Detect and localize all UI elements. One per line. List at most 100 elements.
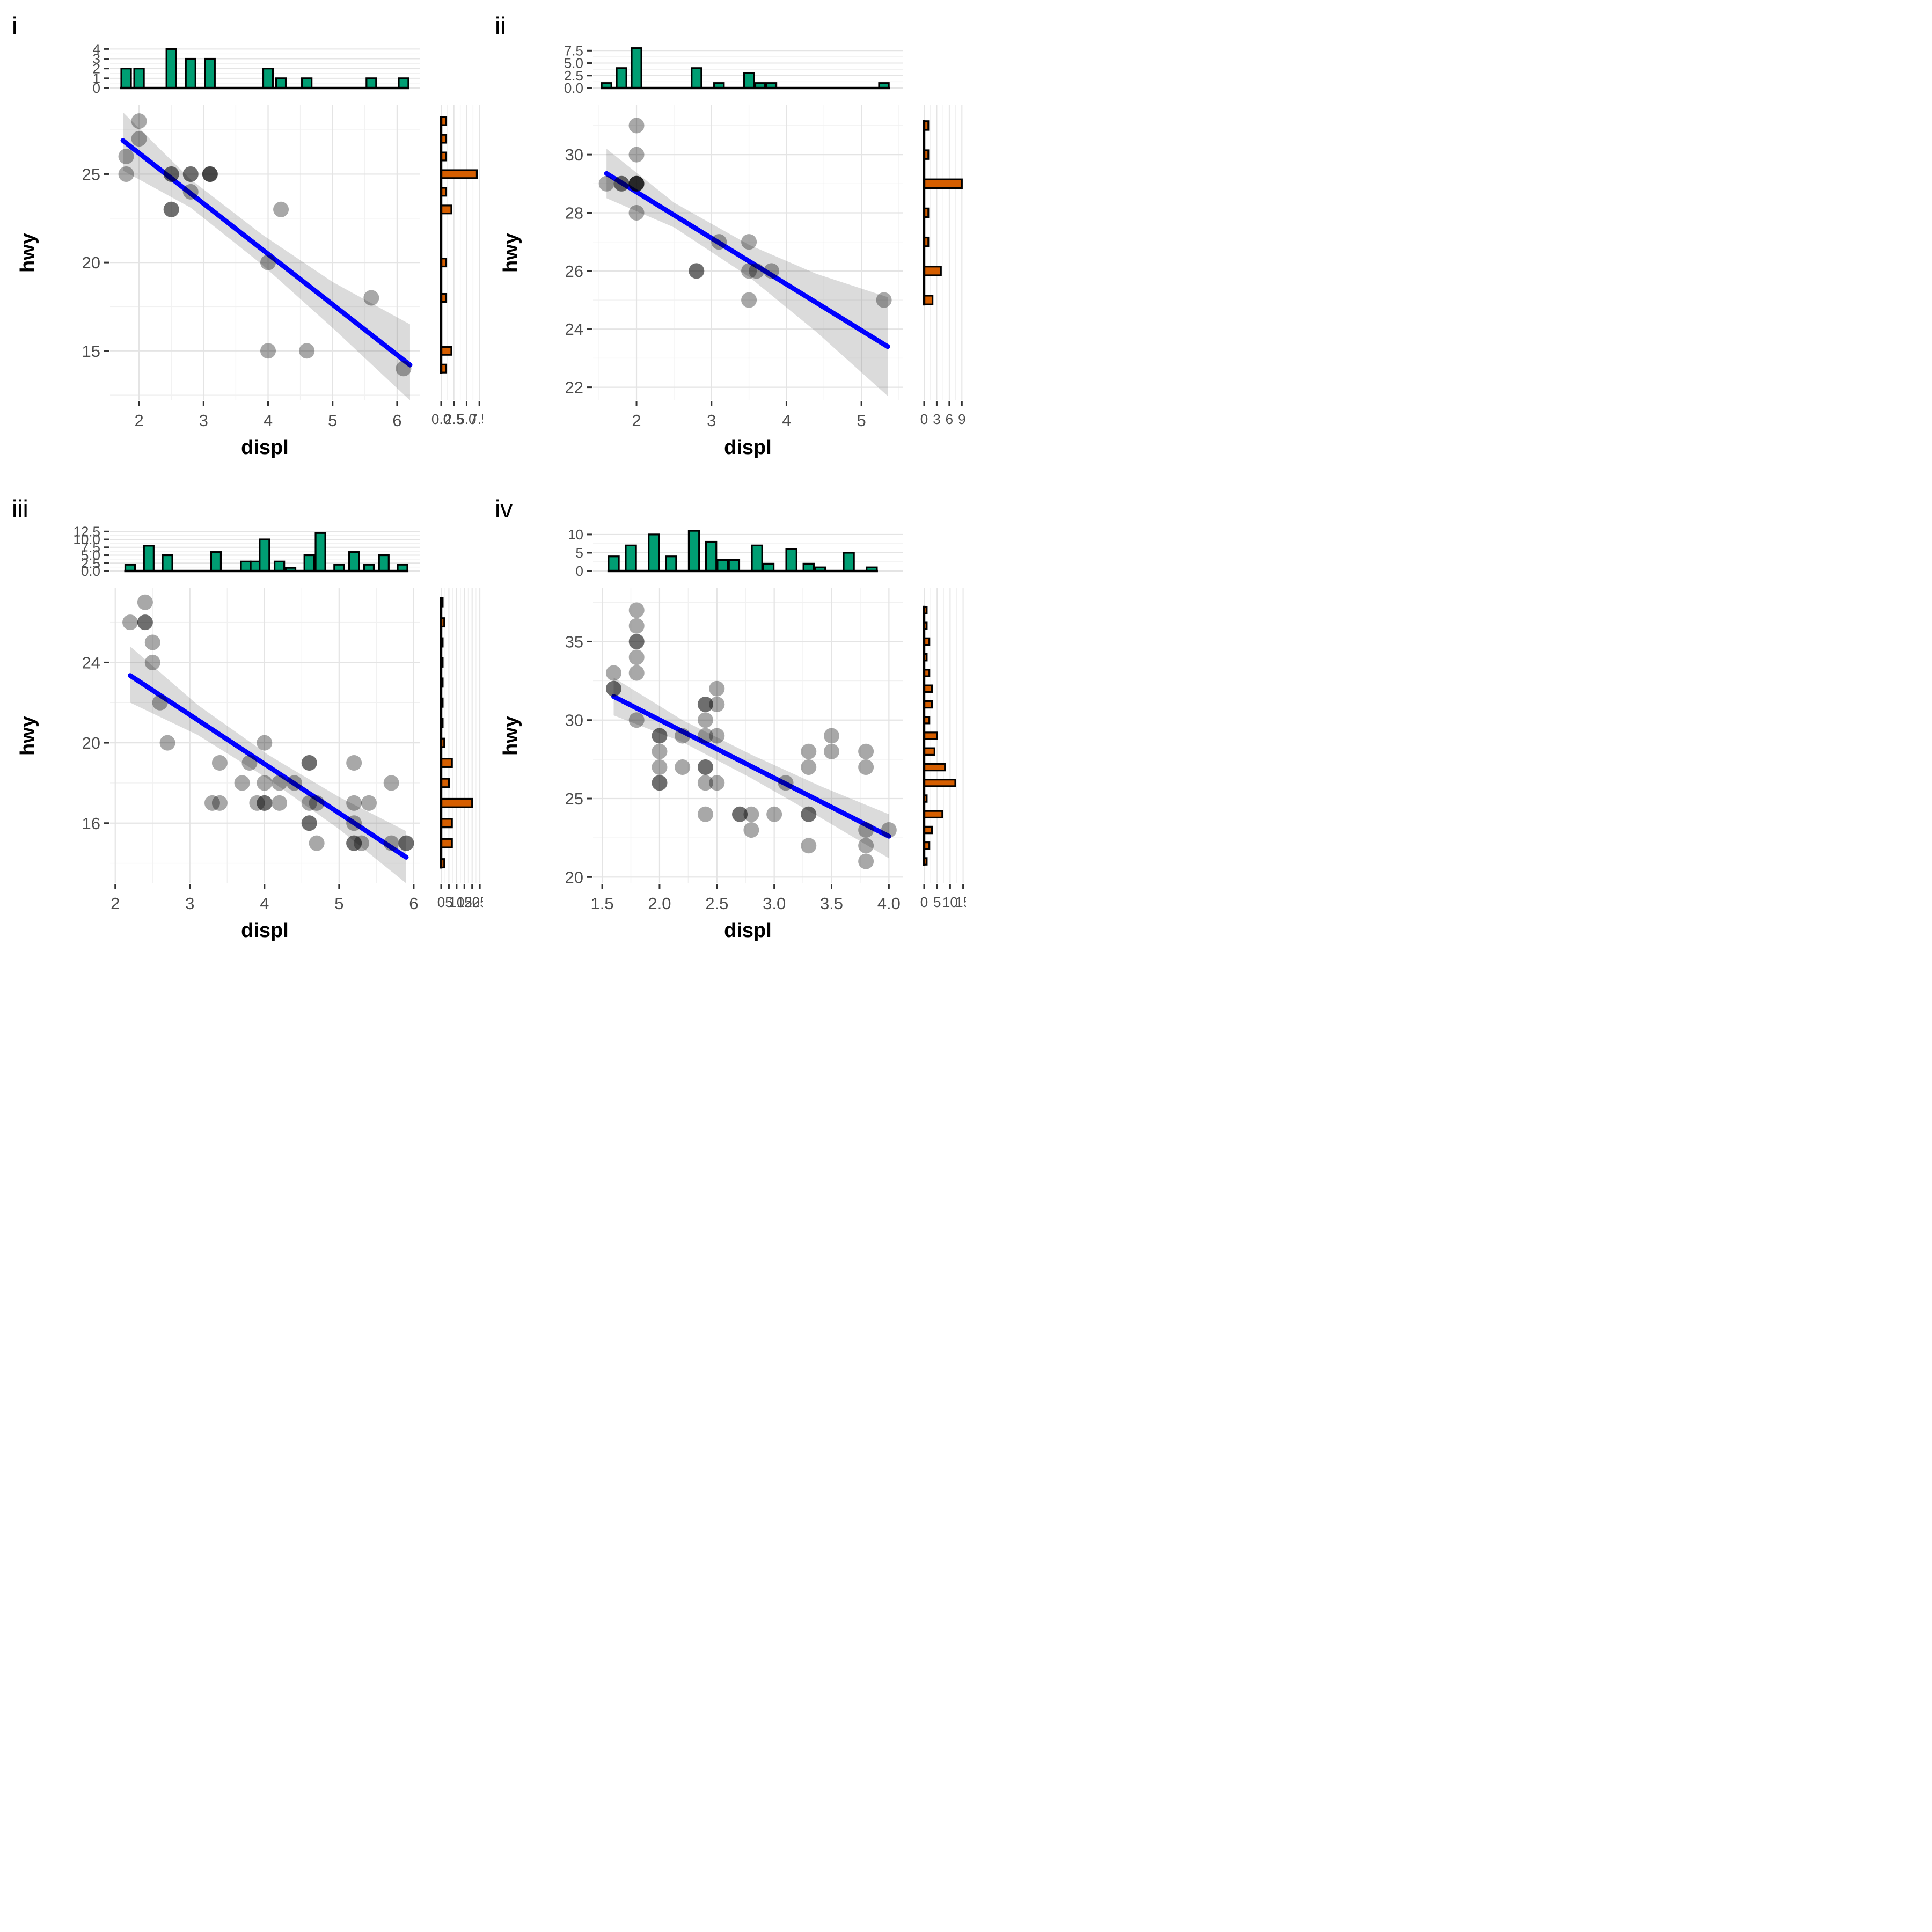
scatter-point [272,775,288,791]
scatter-point [144,634,160,650]
scatter-point [301,755,317,771]
right-hist-bar [923,747,935,756]
top-hist-bar [631,47,642,89]
scatter-point [273,201,289,217]
scatter-point [211,795,228,811]
scatter-point [801,806,817,822]
x-tick-label: 2.5 [705,894,728,913]
right-hist-bar [440,758,453,768]
scatter-point [652,743,668,759]
top-hist-tick-label: 1 [93,70,100,86]
scatter-point [628,649,645,665]
scatter-point [202,166,218,182]
top-hist-bar [665,555,677,572]
scatter-point [346,755,362,771]
scatter-point [211,755,228,771]
right-hist-tick-label: 9 [958,411,965,427]
top-hist-tick-label: 12.5 [73,523,100,539]
scatter-point [741,234,757,250]
right-hist-bar [440,818,453,829]
regression-line [611,694,891,839]
right-hist-bar [440,169,478,179]
scatter-point [628,633,645,649]
top-hist-bar [301,77,313,89]
x-tick-label: 4 [260,894,269,913]
top-hist-bar [365,77,377,89]
top-hist-tick-label: 0 [576,563,583,579]
scatter-point [383,835,399,851]
top-hist-tick-label: 2.5 [81,555,100,571]
y-axis-title: hwy [500,716,522,756]
scatter-point [234,775,250,791]
scatter-point [249,795,265,811]
scatter-point [709,728,725,744]
right-hist-tick-label: 10 [449,894,464,910]
scatter-point [301,815,317,831]
x-tick-label: 5 [328,411,337,430]
scatter-point [260,343,276,359]
scatter-point [354,835,370,851]
scatter-point [309,835,325,851]
regression-line [120,138,413,368]
scatter-point [709,680,725,697]
y-axis-title: hwy [17,233,39,273]
scatter-point [257,795,273,811]
scatter-point [741,292,757,308]
y-axis-title: hwy [17,716,39,756]
scatter-point [709,696,725,712]
top-hist-tick-label: 7.5 [81,539,100,555]
top-hist-bar [785,548,797,572]
right-hist-bar [923,295,934,305]
regression-line [604,171,890,349]
scatter-point [301,755,317,771]
scatter-point [628,712,645,728]
top-hist-bar [687,530,700,572]
scatter-point [122,614,138,631]
top-hist-baseline [120,86,409,90]
top-hist-tick-label: 0 [93,80,100,96]
y-tick-label: 28 [565,203,583,222]
scatter-point [697,728,713,744]
scatter-point [766,806,782,822]
scatter-point [241,755,258,771]
scatter-point [801,743,817,759]
top-hist-tick-label: 2.5 [564,68,583,84]
x-tick-label: 3 [707,411,716,430]
scatter-point [628,175,645,192]
top-hist-tick-label: 10 [568,526,583,543]
top-hist-bar [133,68,145,89]
x-tick-label: 2.0 [648,894,671,913]
scatter-point [182,184,199,200]
scatter-point [613,175,630,192]
scatter-point [163,201,179,217]
scatter-point [163,166,179,182]
top-hist-bar [259,538,270,572]
top-hist-bar [262,68,274,89]
right-hist-tick-label: 5.0 [457,411,476,427]
right-hist-tick-label: 3 [933,411,940,427]
right-hist-tick-label: 15 [457,894,472,910]
scatter-point [163,166,179,182]
scatter-point [697,712,713,728]
scatter-point [346,835,362,851]
scatter-point [605,680,621,697]
x-tick-label: 2 [134,411,143,430]
scatter-point [131,113,147,129]
y-tick-label: 30 [565,711,583,730]
scatter-point [711,234,727,250]
scatter-point [697,759,713,775]
scatter-point [159,735,175,751]
top-hist-bar [314,532,326,572]
right-hist-baseline [923,120,926,306]
scatter-point [824,728,840,744]
scatter-point [858,853,874,869]
scatter-point [131,131,147,147]
scatter-point [652,728,668,744]
scatter-point [876,292,892,308]
scatter-point [858,759,874,775]
right-hist-baseline [923,605,926,866]
right-hist-baseline [440,597,443,869]
right-hist-tick-label: 0 [437,894,445,910]
top-hist-bar [240,560,252,572]
